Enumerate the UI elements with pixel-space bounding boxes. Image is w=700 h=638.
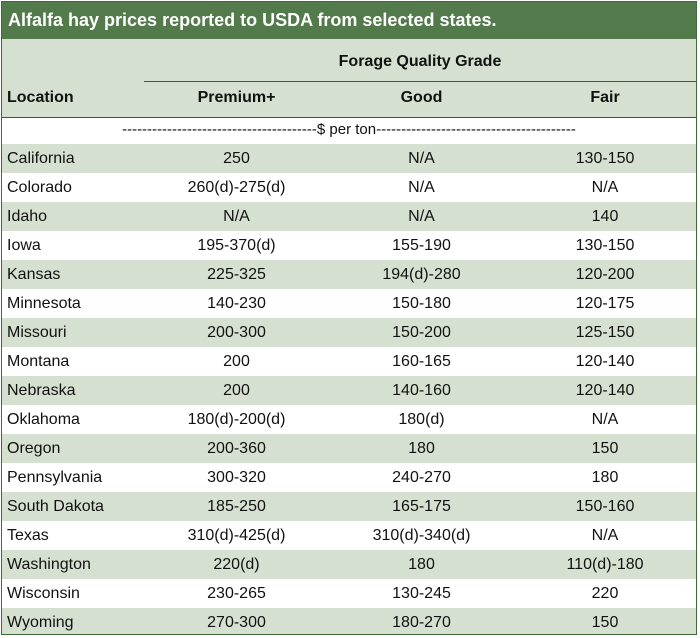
table-row: Kansas 225-325 194(d)-280 120-200 bbox=[2, 260, 696, 289]
good-cell: 150-180 bbox=[392, 295, 451, 312]
fair-cell: 180 bbox=[591, 469, 619, 486]
location-cell: Wisconsin bbox=[7, 585, 80, 602]
fair-cell: 150-160 bbox=[575, 498, 635, 515]
good-cell: N/A bbox=[408, 179, 435, 196]
fair-cell: 120-200 bbox=[575, 266, 635, 283]
good-cell: 165-175 bbox=[392, 498, 451, 515]
premium-cell: 310(d)-425(d) bbox=[187, 527, 286, 544]
premium-cell: 270-300 bbox=[207, 614, 266, 631]
good-cell: 160-165 bbox=[392, 353, 451, 370]
premium-cell: 200 bbox=[223, 382, 250, 399]
premium-cell: 180(d)-200(d) bbox=[187, 411, 286, 428]
location-cell: Nebraska bbox=[7, 382, 76, 399]
fair-cell: N/A bbox=[591, 527, 619, 544]
table-row: California 250 N/A 130-150 bbox=[2, 144, 696, 173]
location-cell: California bbox=[7, 150, 75, 167]
table-row: South Dakota 185-250 165-175 150-160 bbox=[2, 492, 696, 521]
premium-cell: 220(d) bbox=[213, 556, 260, 573]
fair-cell: 150 bbox=[591, 614, 619, 631]
fair-cell: 110(d)-180 bbox=[566, 556, 644, 573]
location-cell: Pennsylvania bbox=[7, 469, 103, 486]
table-body: California 250 N/A 130-150 Colorado 260(d)-27… bbox=[2, 144, 696, 634]
table-row: Wisconsin 230-265 130-245 220 bbox=[2, 579, 696, 608]
fair-cell: 150 bbox=[591, 440, 619, 457]
location-cell: Missouri bbox=[7, 324, 67, 341]
good-cell: N/A bbox=[408, 150, 435, 167]
premium-cell: N/A bbox=[223, 208, 250, 225]
good-cell: 140-160 bbox=[392, 382, 451, 399]
forage-quality-grade-header: Forage Quality Grade bbox=[338, 53, 502, 70]
fair-cell: N/A bbox=[591, 411, 619, 428]
location-cell: South Dakota bbox=[7, 498, 104, 515]
premium-cell: 225-325 bbox=[207, 266, 266, 283]
location-cell: Montana bbox=[7, 353, 70, 370]
fair-column-header: Fair bbox=[590, 89, 620, 106]
header-divider bbox=[144, 81, 696, 82]
table-row: Minnesota 140-230 150-180 120-175 bbox=[2, 289, 696, 318]
table-row: Pennsylvania 300-320 240-270 180 bbox=[2, 463, 696, 492]
location-cell: Washington bbox=[7, 556, 91, 573]
fair-cell: N/A bbox=[591, 179, 619, 196]
table-header: Forage Quality Grade Location Premium+ G… bbox=[2, 39, 696, 118]
fair-cell: 120-140 bbox=[575, 382, 635, 399]
location-cell: Oklahoma bbox=[7, 411, 80, 428]
good-cell: 310(d)-340(d) bbox=[372, 527, 471, 544]
good-cell: 155-190 bbox=[392, 237, 451, 254]
table-row: Iowa 195-370(d) 155-190 130-150 bbox=[2, 231, 696, 260]
good-cell: 180(d) bbox=[398, 411, 445, 428]
premium-cell: 200-360 bbox=[207, 440, 266, 457]
location-cell: Idaho bbox=[7, 208, 48, 225]
location-cell: Wyoming bbox=[7, 614, 74, 631]
good-cell: 180 bbox=[408, 556, 435, 573]
good-cell: 240-270 bbox=[392, 469, 451, 486]
good-cell: 194(d)-280 bbox=[382, 266, 461, 283]
good-column-header: Good bbox=[400, 89, 443, 106]
premium-cell: 250 bbox=[223, 150, 250, 167]
fair-cell: 125-150 bbox=[575, 324, 635, 341]
table-row: Oklahoma 180(d)-200(d) 180(d) N/A bbox=[2, 405, 696, 434]
fair-cell: 120-175 bbox=[575, 295, 635, 312]
units-row: ---------------------------------------$… bbox=[2, 118, 696, 144]
fair-cell: 120-140 bbox=[575, 353, 635, 370]
table-row: Idaho N/A N/A 140 bbox=[2, 202, 696, 231]
premium-cell: 200 bbox=[223, 353, 250, 370]
table-row: Wyoming 270-300 180-270 150 bbox=[2, 608, 696, 634]
table-row: Nebraska 200 140-160 120-140 bbox=[2, 376, 696, 405]
premium-column-header: Premium+ bbox=[197, 89, 276, 106]
table-row: Missouri 200-300 150-200 125-150 bbox=[2, 318, 696, 347]
table-title: Alfalfa hay prices reported to USDA from… bbox=[2, 2, 696, 39]
fair-cell: 220 bbox=[591, 585, 619, 602]
location-cell: Oregon bbox=[7, 440, 61, 457]
location-cell: Minnesota bbox=[7, 295, 81, 312]
fair-cell: 140 bbox=[591, 208, 619, 225]
fair-cell: 130-150 bbox=[575, 150, 635, 167]
premium-cell: 195-370(d) bbox=[197, 237, 276, 254]
good-cell: 180 bbox=[408, 440, 435, 457]
premium-cell: 260(d)-275(d) bbox=[187, 179, 286, 196]
good-cell: 130-245 bbox=[392, 585, 451, 602]
table-row: Washington 220(d) 180 110(d)-180 bbox=[2, 550, 696, 579]
table-row: Texas 310(d)-425(d) 310(d)-340(d) N/A bbox=[2, 521, 696, 550]
location-cell: Kansas bbox=[7, 266, 61, 283]
fair-cell: 130-150 bbox=[575, 237, 635, 254]
table-row: Colorado 260(d)-275(d) N/A N/A bbox=[2, 173, 696, 202]
good-cell: 180-270 bbox=[392, 614, 451, 631]
good-cell: 150-200 bbox=[392, 324, 451, 341]
table-row: Oregon 200-360 180 150 bbox=[2, 434, 696, 463]
table-row: Montana 200 160-165 120-140 bbox=[2, 347, 696, 376]
location-cell: Texas bbox=[7, 527, 49, 544]
location-cell: Iowa bbox=[7, 237, 41, 254]
good-cell: N/A bbox=[408, 208, 435, 225]
premium-cell: 185-250 bbox=[207, 498, 266, 515]
location-column-header: Location bbox=[7, 89, 74, 106]
premium-cell: 140-230 bbox=[207, 295, 266, 312]
premium-cell: 200-300 bbox=[207, 324, 266, 341]
location-cell: Colorado bbox=[7, 179, 72, 196]
premium-cell: 230-265 bbox=[207, 585, 266, 602]
premium-cell: 300-320 bbox=[207, 469, 266, 486]
